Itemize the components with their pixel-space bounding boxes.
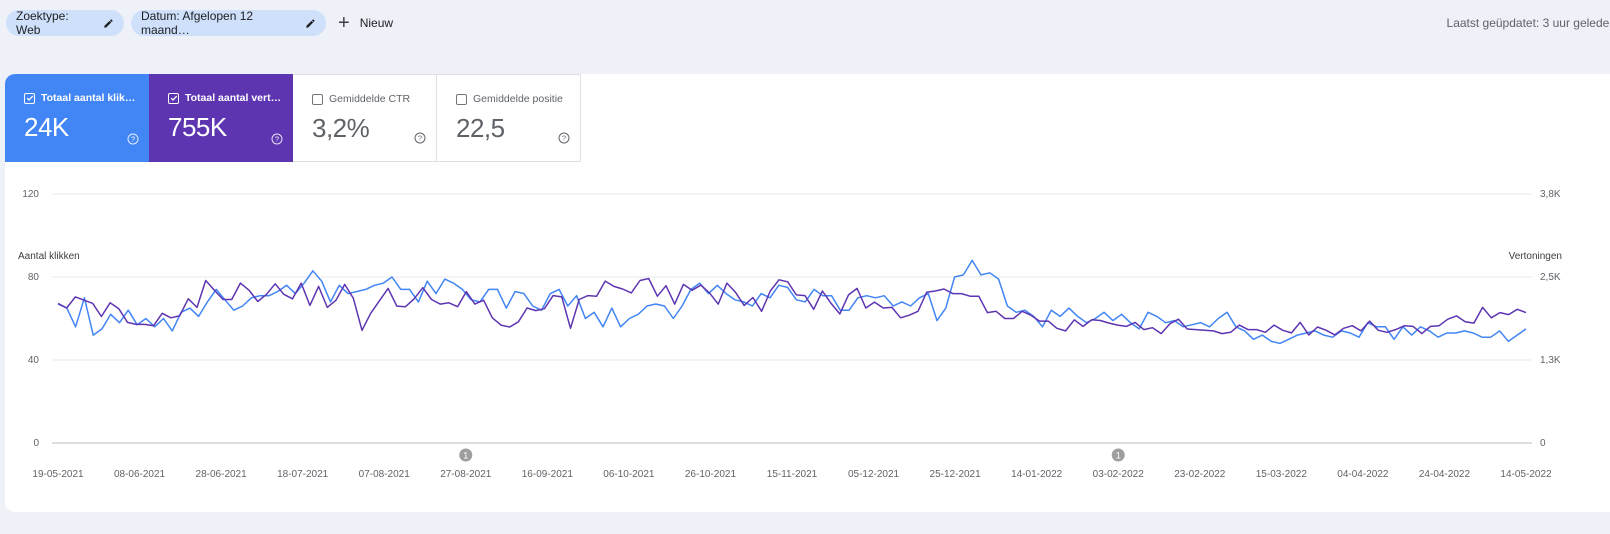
annotation-marker[interactable]: 1 <box>1111 448 1125 462</box>
help-icon[interactable]: ? <box>271 132 283 150</box>
new-filter-label: Nieuw <box>359 16 394 30</box>
x-axis-tick: 06-10-2021 <box>603 469 655 480</box>
svg-text:1: 1 <box>1116 451 1121 461</box>
x-axis-tick: 19-05-2021 <box>32 469 84 480</box>
x-axis-tick: 15-03-2022 <box>1256 469 1308 480</box>
checkbox-unchecked-icon[interactable] <box>312 93 323 105</box>
plus-icon: + <box>338 12 350 34</box>
checkbox-checked-icon[interactable] <box>24 92 35 104</box>
metric-total-clicks[interactable]: Totaal aantal klik… 24K ? <box>5 74 149 162</box>
x-axis-tick: 18-07-2021 <box>277 469 329 480</box>
help-icon[interactable]: ? <box>127 132 139 150</box>
left-axis-title: Aantal klikken <box>18 251 80 262</box>
performance-card: Totaal aantal klik… 24K ? Totaal aantal … <box>5 74 1610 512</box>
x-axis-tick: 28-06-2021 <box>196 469 248 480</box>
x-axis-tick: 03-02-2022 <box>1093 469 1145 480</box>
last-updated-text: Laatst geüpdatet: 3 uur geleden <box>1446 16 1610 30</box>
edit-pencil-icon[interactable] <box>305 18 316 29</box>
metric-value: 755K <box>168 112 227 142</box>
edit-pencil-icon[interactable] <box>103 18 114 29</box>
svg-text:?: ? <box>275 135 279 144</box>
left-axis-tick: 0 <box>33 438 39 449</box>
checkbox-checked-icon[interactable] <box>168 92 179 104</box>
filter-bar: Zoektype: Web Datum: Afgelopen 12 maand…… <box>0 0 1610 46</box>
search-type-filter-chip[interactable]: Zoektype: Web <box>6 9 124 37</box>
x-axis-tick: 27-08-2021 <box>440 469 492 480</box>
x-axis-tick: 05-12-2021 <box>848 469 900 480</box>
left-axis-tick: 40 <box>28 355 40 366</box>
right-axis-title: Vertoningen <box>1509 251 1562 262</box>
metric-label: Gemiddelde CTR <box>329 93 411 105</box>
svg-text:?: ? <box>562 134 566 143</box>
x-axis-tick: 07-08-2021 <box>359 469 411 480</box>
x-axis-tick: 04-04-2022 <box>1337 469 1389 480</box>
date-filter-chip[interactable]: Datum: Afgelopen 12 maand… <box>131 9 326 37</box>
x-axis-tick: 14-01-2022 <box>1011 469 1063 480</box>
metric-label: Gemiddelde positie <box>473 93 563 105</box>
metric-total-impressions[interactable]: Totaal aantal vert… 755K ? <box>149 74 293 162</box>
help-icon[interactable]: ? <box>558 131 570 149</box>
right-axis-tick: 3,8K <box>1540 189 1561 200</box>
right-axis-tick: 2,5K <box>1540 272 1561 283</box>
search-type-label: Zoektype: Web <box>16 9 69 37</box>
performance-chart[interactable]: Aantal klikken Vertoningen 0 40 80 120 0 1,3… <box>5 174 1610 494</box>
metric-value: 24K <box>24 112 69 142</box>
metric-label: Totaal aantal vert… <box>185 92 282 104</box>
metric-label: Totaal aantal klik… <box>41 92 136 104</box>
metric-average-ctr[interactable]: Gemiddelde CTR 3,2% ? <box>293 74 437 162</box>
svg-text:?: ? <box>131 135 135 144</box>
x-axis-tick: 14-05-2022 <box>1500 469 1552 480</box>
x-axis-tick: 25-12-2021 <box>930 469 982 480</box>
x-axis-tick: 16-09-2021 <box>522 469 574 480</box>
x-axis-tick: 08-06-2021 <box>114 469 166 480</box>
impressions-series-line <box>57 277 1527 336</box>
x-axis-tick: 23-02-2022 <box>1174 469 1226 480</box>
left-axis-tick: 120 <box>22 189 39 200</box>
metric-value: 22,5 <box>456 113 505 143</box>
svg-text:?: ? <box>418 134 422 143</box>
metric-average-position[interactable]: Gemiddelde positie 22,5 ? <box>437 74 581 162</box>
metric-value: 3,2% <box>312 113 370 143</box>
x-axis-tick: 15-11-2021 <box>767 469 818 480</box>
help-icon[interactable]: ? <box>414 131 426 149</box>
new-filter-button[interactable]: + Nieuw <box>338 10 393 36</box>
checkbox-unchecked-icon[interactable] <box>456 93 467 105</box>
svg-text:1: 1 <box>463 451 468 461</box>
x-axis-tick: 24-04-2022 <box>1419 469 1471 480</box>
x-axis-tick: 26-10-2021 <box>685 469 737 480</box>
date-filter-label: Datum: Afgelopen 12 maand… <box>141 9 254 37</box>
right-axis-tick: 1,3K <box>1540 355 1561 366</box>
left-axis-tick: 80 <box>28 272 40 283</box>
metric-tabs: Totaal aantal klik… 24K ? Totaal aantal … <box>5 74 581 162</box>
right-axis-tick: 0 <box>1540 438 1546 449</box>
annotation-marker[interactable]: 1 <box>459 448 473 462</box>
